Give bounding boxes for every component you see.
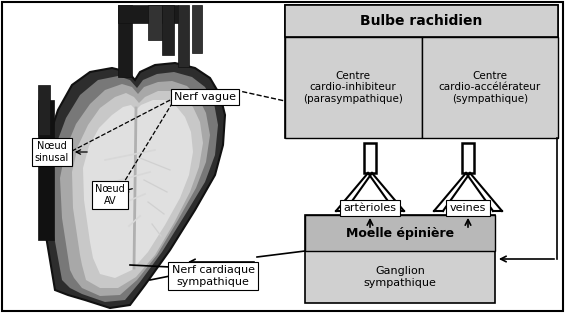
Bar: [192, 5, 202, 53]
Polygon shape: [72, 91, 203, 288]
Bar: [148, 5, 162, 40]
Bar: [285, 37, 421, 138]
Bar: [285, 5, 558, 37]
Bar: [162, 5, 174, 55]
Text: Nerf vague: Nerf vague: [174, 92, 236, 102]
Polygon shape: [50, 72, 218, 302]
Text: veines: veines: [450, 203, 486, 213]
Text: Bulbe rachidien: Bulbe rachidien: [360, 14, 483, 28]
Text: Centre
cardio-inhibiteur
(parasympathique): Centre cardio-inhibiteur (parasympathiqu…: [303, 71, 403, 104]
Text: Nœud
AV: Nœud AV: [95, 184, 125, 206]
Bar: [421, 37, 558, 138]
Bar: [305, 215, 495, 303]
Bar: [118, 5, 178, 23]
Bar: [285, 5, 558, 138]
Polygon shape: [60, 81, 210, 296]
Text: Ganglion
sympathique: Ganglion sympathique: [363, 266, 436, 288]
Bar: [118, 5, 132, 77]
Bar: [38, 100, 54, 240]
Text: Nerf cardiaque
sympathique: Nerf cardiaque sympathique: [172, 265, 254, 287]
Polygon shape: [42, 63, 225, 308]
Bar: [38, 85, 50, 135]
Polygon shape: [83, 100, 193, 278]
Text: Moelle épinière: Moelle épinière: [346, 227, 454, 239]
Bar: [178, 5, 189, 67]
Bar: [305, 215, 495, 251]
Bar: [364, 143, 376, 173]
Text: Centre
cardio-accélérateur
(sympathique): Centre cardio-accélérateur (sympathique): [438, 71, 541, 104]
Text: artèrioles: artèrioles: [344, 203, 397, 213]
Bar: [462, 143, 474, 173]
Text: Nœud
sinusal: Nœud sinusal: [35, 141, 69, 163]
